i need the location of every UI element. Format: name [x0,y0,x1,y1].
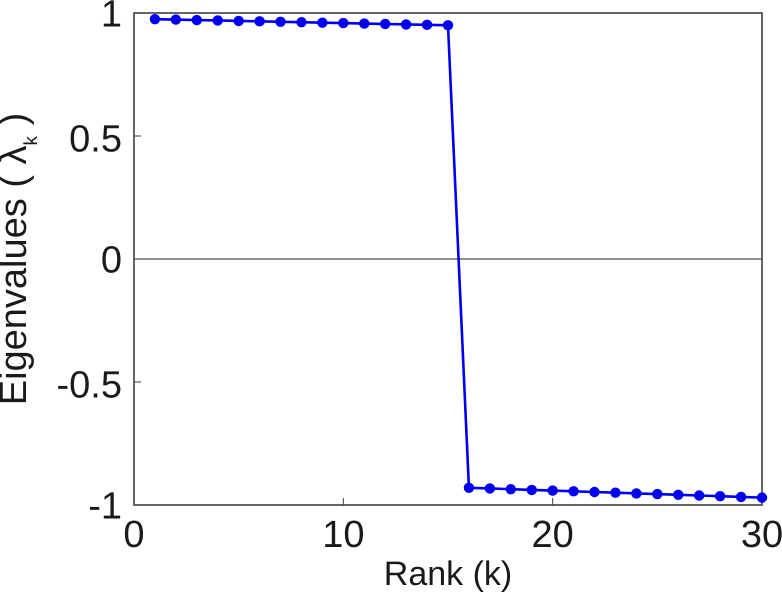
svg-text:0: 0 [123,514,144,556]
svg-text:0.5: 0.5 [69,119,122,161]
svg-text:1: 1 [101,0,122,36]
svg-text:-1: -1 [88,486,122,528]
svg-text:Eigenvalues ( λk ): Eigenvalues ( λk ) [0,113,42,406]
svg-text:Rank (k): Rank (k) [384,555,512,593]
svg-text:0: 0 [101,240,122,282]
svg-text:10: 10 [322,514,364,556]
svg-text:30: 30 [741,514,782,556]
svg-text:-0.5: -0.5 [57,365,122,407]
svg-text:20: 20 [532,514,574,556]
